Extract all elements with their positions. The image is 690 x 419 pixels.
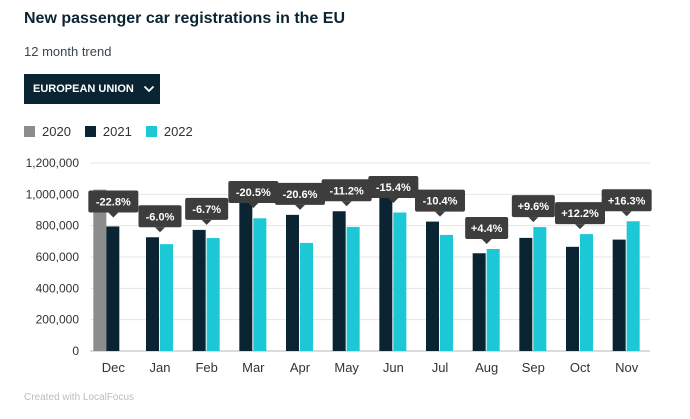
bar-2022-mar — [253, 218, 267, 351]
change-label-box — [368, 176, 419, 198]
change-label-box — [415, 189, 465, 212]
change-label-pointer — [435, 211, 445, 217]
bar-2022-jan — [160, 244, 173, 351]
chart-title: New passenger car registrations in the E… — [24, 10, 345, 27]
bar-2022-apr — [300, 242, 313, 351]
x-tick-label: Sep — [522, 360, 545, 375]
change-label-pointer — [621, 211, 632, 217]
change-label-pointer — [341, 201, 352, 207]
bar-2022-aug — [486, 249, 500, 351]
change-label-pointer — [388, 198, 399, 203]
x-tick-label: Apr — [290, 360, 311, 375]
x-tick-label: Jul — [432, 360, 449, 375]
chart-subtitle: 12 month trend — [24, 44, 112, 59]
change-label: +12.2% — [561, 208, 599, 220]
y-tick-label: 1,000,000 — [26, 187, 80, 201]
credit-text: Created with LocalFocus — [24, 392, 135, 403]
bar-2021-aug — [472, 253, 486, 351]
region-dropdown-label: EUROPEAN UNION — [33, 83, 134, 95]
bar-2022-nov — [626, 221, 640, 351]
bar-2021-oct — [566, 246, 579, 351]
change-label-box — [555, 202, 605, 225]
change-label: -20.5% — [236, 187, 271, 199]
bar-2022-sep — [533, 227, 547, 351]
change-label: -10.4% — [423, 196, 458, 208]
y-tick-label: 1,200,000 — [26, 156, 80, 170]
change-label: +4.4% — [471, 223, 503, 235]
legend-label-2020: 2020 — [42, 124, 71, 139]
y-tick-label: 200,000 — [36, 313, 80, 327]
x-tick-label: Dec — [102, 360, 126, 375]
change-label-pointer — [528, 217, 539, 223]
x-tick-label: Feb — [195, 360, 217, 375]
change-label: -6.7% — [192, 204, 221, 216]
change-label-box — [275, 182, 325, 205]
y-tick-label: 400,000 — [36, 281, 80, 295]
change-label: -22.8% — [96, 196, 131, 208]
legend-swatch-2021 — [84, 126, 96, 137]
legend-swatch-2022 — [145, 126, 157, 137]
x-tick-label: Nov — [615, 360, 639, 375]
change-label-pointer — [295, 204, 305, 210]
change-label-box — [511, 195, 555, 218]
legend-swatch-2020 — [24, 126, 35, 137]
change-label: -15.4% — [376, 182, 411, 194]
change-label-pointer — [108, 212, 119, 218]
bar-2021-feb — [192, 229, 206, 351]
bar-2021-jun — [379, 187, 393, 351]
change-label: -11.2% — [330, 185, 364, 197]
bar-2022-jul — [440, 234, 453, 351]
change-label-box — [321, 179, 372, 202]
bar-2022-feb — [206, 238, 220, 351]
change-label-pointer — [575, 224, 585, 230]
x-tick-label: Jun — [383, 360, 404, 375]
x-tick-label: Jan — [150, 360, 171, 375]
bar-2022-oct — [580, 234, 593, 351]
bar-2021-may — [332, 211, 346, 351]
change-label-pointer — [481, 239, 492, 245]
change-label-box — [228, 181, 279, 203]
change-label: -20.6% — [283, 189, 318, 201]
region-dropdown[interactable]: EUROPEAN UNION — [24, 74, 160, 104]
x-tick-label: May — [334, 360, 359, 375]
legend-item-2020[interactable]: 2020 — [24, 124, 71, 139]
bar-2021-mar — [239, 184, 253, 351]
x-tick-label: Oct — [570, 360, 591, 375]
x-tick-label: Mar — [242, 360, 265, 375]
change-label-box — [465, 217, 509, 240]
change-label-pointer — [201, 219, 212, 225]
change-label: -6.0% — [146, 211, 175, 223]
y-tick-label: 600,000 — [36, 250, 80, 264]
legend-label-2022: 2022 — [163, 124, 193, 139]
change-label: +16.3% — [608, 195, 646, 207]
y-tick-label: 800,000 — [36, 219, 80, 233]
legend-item-2022[interactable]: 2022 — [145, 124, 193, 139]
x-tick-label: Aug — [475, 360, 498, 375]
bar-2022-may — [346, 226, 360, 351]
legend-label-2021: 2021 — [102, 124, 132, 139]
bar-2021-apr — [286, 214, 299, 351]
bar-2021-dec — [106, 226, 120, 351]
chart-legend: 2020 2021 2022 — [24, 124, 207, 139]
bar-2021-jan — [146, 237, 159, 351]
change-label-pointer — [248, 203, 259, 208]
bar-2022-jun — [393, 212, 407, 351]
change-label-box — [601, 189, 652, 212]
bar-2021-sep — [519, 237, 533, 351]
bar-2021-nov — [612, 239, 626, 351]
y-tick-label: 0 — [72, 344, 79, 358]
bar-2021-jul — [426, 221, 439, 351]
chevron-down-icon — [143, 85, 154, 93]
change-label: +9.6% — [518, 201, 550, 213]
change-label-box — [88, 190, 139, 213]
bar-2020-dec — [93, 189, 107, 351]
legend-item-2021[interactable]: 2021 — [84, 124, 132, 139]
change-label-pointer — [155, 227, 165, 233]
change-label-box — [185, 197, 229, 220]
change-label-box — [138, 205, 182, 228]
